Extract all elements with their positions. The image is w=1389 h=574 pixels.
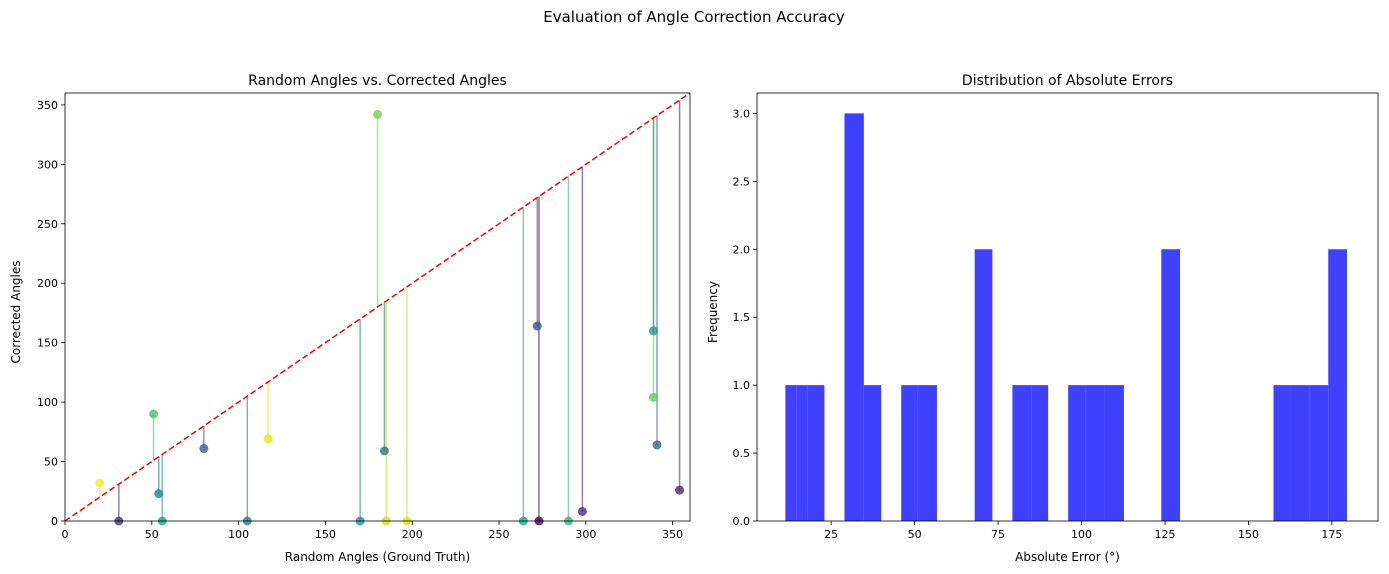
scatter-ytick-label: 50 <box>44 456 58 469</box>
histogram-bar <box>1031 385 1049 521</box>
scatter-title: Random Angles vs. Corrected Angles <box>248 73 507 89</box>
scatter-point <box>675 485 685 495</box>
histogram-bar <box>1309 385 1329 521</box>
histogram-bar <box>844 113 864 521</box>
scatter-point <box>95 478 105 488</box>
scatter-xtick-label: 50 <box>145 528 159 541</box>
histogram-xtick-label: 75 <box>991 528 1005 541</box>
scatter-ytick-label: 200 <box>37 277 58 290</box>
scatter-point <box>263 434 273 444</box>
histogram-ytick-label: 3.0 <box>733 107 751 120</box>
histogram-panel: Distribution of Absolute Errors 25 50 75 10… <box>706 73 1379 564</box>
histogram-ytick-label: 2.0 <box>733 243 751 256</box>
histogram-bar <box>917 385 937 521</box>
histogram-ytick-label: 0.0 <box>733 515 751 528</box>
identity-line <box>65 93 690 521</box>
histogram-ytick-label: 2.5 <box>733 175 751 188</box>
scatter-xtick-label: 350 <box>662 528 683 541</box>
histogram-bar <box>974 249 993 521</box>
scatter-ylabel: Corrected Angles <box>9 260 23 363</box>
histogram-bar <box>1085 385 1105 521</box>
histogram-xtick-label: 175 <box>1321 528 1342 541</box>
scatter-point <box>154 489 164 499</box>
histogram-ylabel: Frequency <box>706 281 720 343</box>
scatter-xtick-label: 250 <box>489 528 510 541</box>
scatter-point <box>149 409 159 419</box>
scatter-ytick-label: 250 <box>37 218 58 231</box>
scatter-frame <box>64 92 691 522</box>
histogram-bar <box>863 385 882 521</box>
histogram-bar <box>1161 249 1181 521</box>
scatter-ytick-label: 350 <box>37 99 58 112</box>
histogram-bar <box>1273 385 1291 521</box>
scatter-ytick-label: 0 <box>51 515 58 528</box>
histogram-bar <box>1104 385 1124 521</box>
histogram-xtick-label: 100 <box>1071 528 1092 541</box>
histogram-bar <box>1068 385 1086 521</box>
scatter-xtick-label: 200 <box>402 528 423 541</box>
scatter-point <box>652 440 662 450</box>
histogram-ytick-label: 0.5 <box>733 447 751 460</box>
scatter-xtick-label: 300 <box>575 528 596 541</box>
histogram-ytick-label: 1.5 <box>733 311 751 324</box>
histogram-bar <box>1290 385 1310 521</box>
scatter-panel: Random Angles vs. Corrected Angles 0 50 10… <box>9 73 691 564</box>
scatter-point <box>532 321 542 331</box>
scatter-ytick-label: 300 <box>37 158 58 171</box>
histogram-xtick-label: 150 <box>1238 528 1259 541</box>
histogram-xlabel: Absolute Error (°) <box>1015 550 1120 564</box>
histogram-title: Distribution of Absolute Errors <box>962 73 1173 89</box>
histogram-bar <box>901 385 918 521</box>
scatter-axes: 0 50 100 150 200 250 300 350 0 50 100 150 200 250 300 3… <box>37 92 691 541</box>
scatter-point <box>649 326 659 336</box>
histogram-bar <box>796 385 808 521</box>
histogram-axes: 25 50 75 100 125 150 175 0.0 0.5 1.0 1.5 2.0 2.5 3.0 <box>733 92 1379 541</box>
histogram-ytick-label: 1.0 <box>733 379 751 392</box>
figure-suptitle: Evaluation of Angle Correction Accuracy <box>543 8 845 26</box>
scatter-point <box>379 446 389 456</box>
histogram-bar <box>1012 385 1032 521</box>
histogram-bar <box>785 385 797 521</box>
scatter-point <box>649 392 659 402</box>
scatter-xlabel: Random Angles (Ground Truth) <box>285 550 470 564</box>
scatter-xtick-label: 150 <box>315 528 336 541</box>
scatter-marks <box>65 93 690 526</box>
histogram-xtick-label: 125 <box>1154 528 1175 541</box>
histogram-marks <box>785 113 1347 521</box>
histogram-frame <box>756 92 1379 522</box>
histogram-bar <box>1328 249 1347 521</box>
scatter-xtick-label: 0 <box>62 528 69 541</box>
scatter-ytick-label: 150 <box>37 337 58 350</box>
histogram-xtick-label: 25 <box>824 528 838 541</box>
scatter-ytick-label: 100 <box>37 396 58 409</box>
scatter-point <box>199 443 209 453</box>
scatter-point <box>577 506 587 516</box>
scatter-point <box>373 109 382 119</box>
histogram-bar <box>807 385 825 521</box>
histogram-xtick-label: 50 <box>908 528 922 541</box>
scatter-xtick-label: 100 <box>228 528 249 541</box>
